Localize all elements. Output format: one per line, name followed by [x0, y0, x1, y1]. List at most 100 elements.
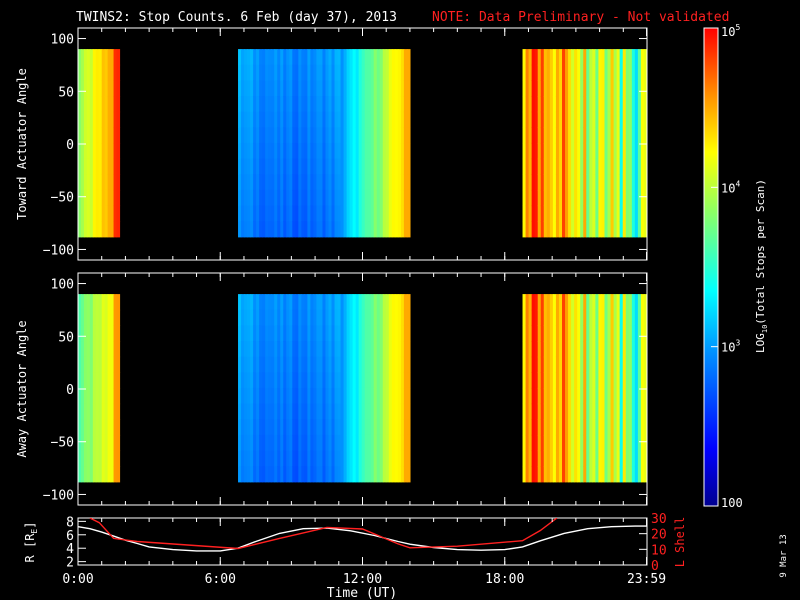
heatmap-cell: [301, 96, 305, 113]
heatmap-cell: [325, 49, 330, 66]
heatmap-cell: [289, 434, 293, 452]
heatmap-cell: [577, 174, 581, 191]
heatmap-cell: [334, 189, 339, 207]
heatmap-cell: [531, 372, 536, 389]
heatmap-cell: [625, 419, 630, 436]
heatmap-cell: [331, 294, 336, 311]
heatmap-cell: [640, 466, 645, 483]
heatmap-cell: [304, 325, 308, 342]
heatmap-cell: [640, 356, 645, 373]
heatmap-cell: [607, 434, 612, 452]
heatmap-cell: [373, 450, 378, 467]
heatmap-cell: [292, 158, 296, 175]
heatmap-cell: [331, 174, 336, 191]
heatmap-cell: [583, 96, 587, 113]
heatmap-cell: [595, 127, 600, 144]
heatmap-cell: [540, 419, 545, 436]
heatmap-cell: [244, 96, 248, 113]
heatmap-cell: [283, 96, 287, 113]
heatmap-cell: [406, 205, 411, 222]
heatmap-cell: [391, 372, 396, 389]
heatmap-cell: [244, 205, 248, 222]
heatmap-cell: [625, 466, 630, 483]
heatmap-cell: [373, 111, 378, 128]
heatmap-cell: [607, 325, 612, 342]
heatmap-cell: [349, 205, 354, 222]
heatmap-cell: [640, 372, 645, 389]
heatmap-cell: [110, 403, 115, 420]
heatmap-cell: [78, 174, 82, 191]
heatmap-cell: [388, 294, 393, 311]
heatmap-cell: [262, 142, 266, 160]
y-tick-label: 100: [51, 278, 74, 293]
heatmap-cell: [522, 127, 527, 144]
heatmap-cell: [619, 450, 624, 467]
heatmap-cell: [525, 434, 530, 452]
heatmap-cell: [403, 466, 408, 483]
heatmap-cell: [397, 309, 402, 326]
heatmap-cell: [283, 387, 287, 405]
heatmap-cell: [589, 466, 593, 483]
heatmap-cell: [552, 372, 557, 389]
heatmap-cell: [241, 341, 245, 358]
heatmap-cell: [250, 49, 254, 66]
heatmap-cell: [247, 294, 251, 311]
heatmap-cell: [268, 325, 272, 342]
heatmap-cell: [253, 356, 257, 373]
heatmap-cell: [331, 158, 336, 175]
heatmap-cell: [316, 341, 321, 358]
heatmap-cell: [346, 158, 351, 175]
heatmap-cell: [337, 158, 342, 175]
heatmap-cell: [379, 419, 384, 436]
heatmap-cell: [289, 341, 293, 358]
heatmap-cell: [104, 189, 109, 207]
heatmap-cell: [355, 189, 360, 207]
heatmap-cell: [262, 356, 266, 373]
heatmap-cell: [634, 450, 639, 467]
colorbar-tick-label: 103: [721, 339, 740, 355]
heatmap-cell: [259, 205, 263, 222]
l-shell-line: [89, 518, 558, 550]
heatmap-cell: [376, 450, 381, 467]
heatmap-cell: [604, 127, 609, 144]
heatmap-cell: [340, 80, 345, 97]
heatmap-cell: [292, 372, 296, 389]
heatmap-cell: [244, 434, 248, 452]
heatmap-cell: [325, 387, 330, 405]
heatmap-cell: [352, 466, 357, 483]
heatmap-cell: [343, 325, 348, 342]
heatmap-cell: [80, 309, 85, 326]
heatmap-cell: [568, 142, 572, 160]
heatmap-cell: [558, 221, 563, 238]
heatmap-cell: [313, 325, 318, 342]
away-y-label: Away Actuator Angle: [15, 320, 29, 457]
heatmap-cell: [589, 434, 593, 452]
heatmap-cell: [295, 419, 299, 436]
heatmap-cell: [574, 127, 578, 144]
heatmap-cell: [628, 356, 633, 373]
heatmap-cell: [328, 174, 333, 191]
heatmap-cell: [98, 111, 103, 128]
heatmap-cell: [358, 403, 363, 420]
heatmap-cell: [325, 174, 330, 191]
heatmap-cell: [286, 127, 290, 144]
heatmap-cell: [340, 221, 345, 238]
heatmap-cell: [110, 341, 115, 358]
heatmap-cell: [583, 309, 587, 326]
heatmap-cell: [352, 189, 357, 207]
heatmap-cell: [616, 142, 621, 160]
heatmap-cell: [316, 325, 321, 342]
heatmap-cell: [78, 309, 82, 326]
heatmap-cell: [568, 325, 572, 342]
heatmap-cell: [619, 80, 624, 97]
heatmap-cell: [346, 341, 351, 358]
heatmap-cell: [640, 174, 645, 191]
heatmap-cell: [610, 450, 615, 467]
heatmap-cell: [283, 64, 287, 81]
heatmap-cell: [304, 309, 308, 326]
heatmap-cell: [376, 96, 381, 113]
heatmap-cell: [583, 466, 587, 483]
heatmap-cell: [340, 64, 345, 81]
heatmap-cell: [110, 419, 115, 436]
heatmap-cell: [552, 174, 557, 191]
